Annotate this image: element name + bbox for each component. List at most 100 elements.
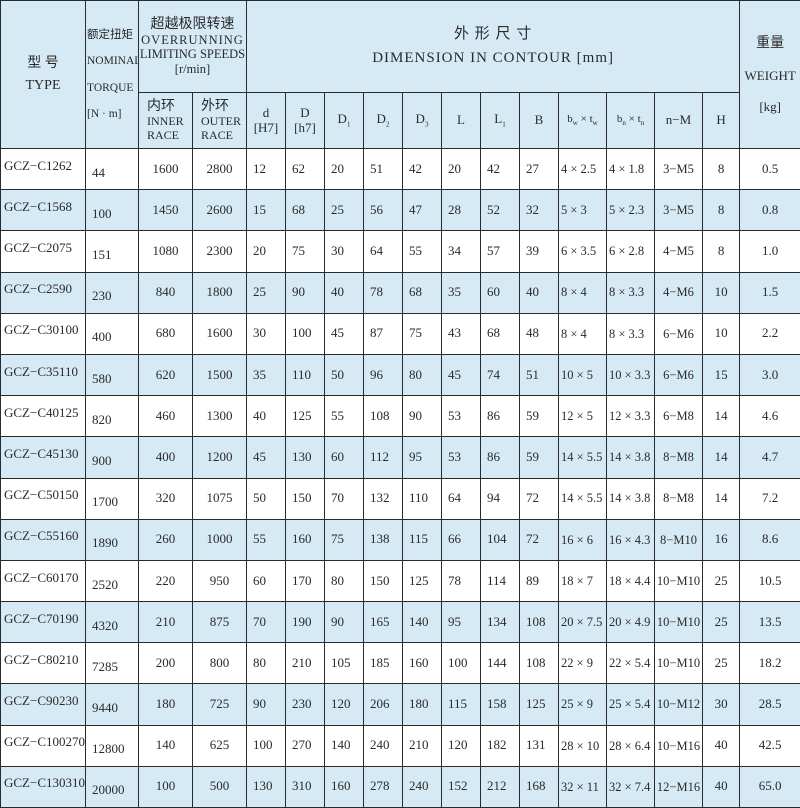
value-cell: 8	[703, 149, 740, 190]
value-cell: 1000	[193, 519, 247, 560]
value-cell: 94	[481, 478, 520, 519]
value-cell: 100	[286, 313, 325, 354]
value-cell: 55	[247, 519, 286, 560]
value-cell: 28 × 10	[559, 725, 607, 766]
value-cell: 45	[442, 354, 481, 395]
value-cell: 150	[364, 560, 403, 601]
value-cell: 90	[247, 684, 286, 725]
value-cell: 140	[403, 602, 442, 643]
value-cell: 60	[325, 437, 364, 478]
value-cell: 20000	[86, 766, 139, 807]
value-cell: 52	[481, 190, 520, 231]
value-cell: 875	[193, 602, 247, 643]
value-cell: 64	[442, 478, 481, 519]
dim-col-label: L	[457, 112, 465, 127]
value-cell: 100	[247, 725, 286, 766]
value-cell: 625	[193, 725, 247, 766]
value-cell: 68	[481, 313, 520, 354]
value-cell: 25	[325, 190, 364, 231]
type-cn: 型 号	[1, 53, 85, 75]
value-cell: 140	[139, 725, 193, 766]
value-cell: 22 × 9	[559, 643, 607, 684]
value-cell: 95	[403, 437, 442, 478]
value-cell: 27	[520, 149, 559, 190]
value-cell: 230	[286, 684, 325, 725]
value-cell: 75	[403, 313, 442, 354]
value-cell: 620	[139, 354, 193, 395]
value-cell: 22 × 5.4	[607, 643, 655, 684]
weight-cn: 重量	[740, 27, 800, 61]
value-cell: 10.5	[740, 560, 800, 601]
value-cell: 108	[364, 396, 403, 437]
value-cell: 10 × 3.3	[607, 354, 655, 395]
value-cell: 200	[139, 643, 193, 684]
value-cell: 20 × 7.5	[559, 602, 607, 643]
value-cell: 72	[520, 519, 559, 560]
value-cell: 108	[520, 602, 559, 643]
value-cell: 10−M12	[655, 684, 703, 725]
value-cell: 8−M8	[655, 437, 703, 478]
value-cell: 220	[139, 560, 193, 601]
header-dim-col: L	[442, 93, 481, 149]
value-cell: 56	[364, 190, 403, 231]
value-cell: 120	[325, 684, 364, 725]
type-cell: GCZ−C1262	[1, 149, 86, 190]
value-cell: 120	[442, 725, 481, 766]
value-cell: 80	[325, 560, 364, 601]
value-cell: 7.2	[740, 478, 800, 519]
value-cell: 8.6	[740, 519, 800, 560]
value-cell: 32 × 11	[559, 766, 607, 807]
value-cell: 400	[86, 313, 139, 354]
value-cell: 1.0	[740, 231, 800, 272]
header-speed: 超越极限转速 OVERRUNNING LIMITING SPEEDS [r/mi…	[139, 1, 247, 93]
value-cell: 5 × 3	[559, 190, 607, 231]
value-cell: 240	[403, 766, 442, 807]
value-cell: 134	[481, 602, 520, 643]
value-cell: 212	[481, 766, 520, 807]
value-cell: 28 × 6.4	[607, 725, 655, 766]
value-cell: 460	[139, 396, 193, 437]
value-cell: 0.5	[740, 149, 800, 190]
value-cell: 6 × 3.5	[559, 231, 607, 272]
value-cell: 16 × 6	[559, 519, 607, 560]
value-cell: 132	[364, 478, 403, 519]
value-cell: 15	[703, 354, 740, 395]
value-cell: 1080	[139, 231, 193, 272]
value-cell: 10 × 5	[559, 354, 607, 395]
value-cell: 5 × 2.3	[607, 190, 655, 231]
value-cell: 104	[481, 519, 520, 560]
value-cell: 260	[139, 519, 193, 560]
value-cell: 725	[193, 684, 247, 725]
speed-unit: [r/min]	[139, 62, 246, 76]
value-cell: 18 × 7	[559, 560, 607, 601]
header-torque: 额定扭矩 NOMINAL TORQUE [N · m]	[86, 1, 139, 149]
value-cell: 45	[325, 313, 364, 354]
value-cell: 14 × 5.5	[559, 478, 607, 519]
value-cell: 35	[442, 272, 481, 313]
value-cell: 18.2	[740, 643, 800, 684]
dim-col-subscript: 1	[502, 121, 506, 129]
value-cell: 39	[520, 231, 559, 272]
value-cell: 190	[286, 602, 325, 643]
value-cell: 96	[364, 354, 403, 395]
value-cell: 400	[139, 437, 193, 478]
value-cell: 20	[325, 149, 364, 190]
value-cell: 90	[325, 602, 364, 643]
value-cell: 12 × 3.3	[607, 396, 655, 437]
value-cell: 138	[364, 519, 403, 560]
dim-col-subscript: 3	[425, 121, 429, 129]
value-cell: 30	[325, 231, 364, 272]
inner-en1: INNER	[147, 115, 192, 129]
torque-cn: 额定扭矩	[87, 22, 138, 48]
header-dim-col: d[H7]	[247, 93, 286, 149]
value-cell: 43	[442, 313, 481, 354]
type-cell: GCZ−C100270	[1, 725, 86, 766]
value-cell: 53	[442, 396, 481, 437]
